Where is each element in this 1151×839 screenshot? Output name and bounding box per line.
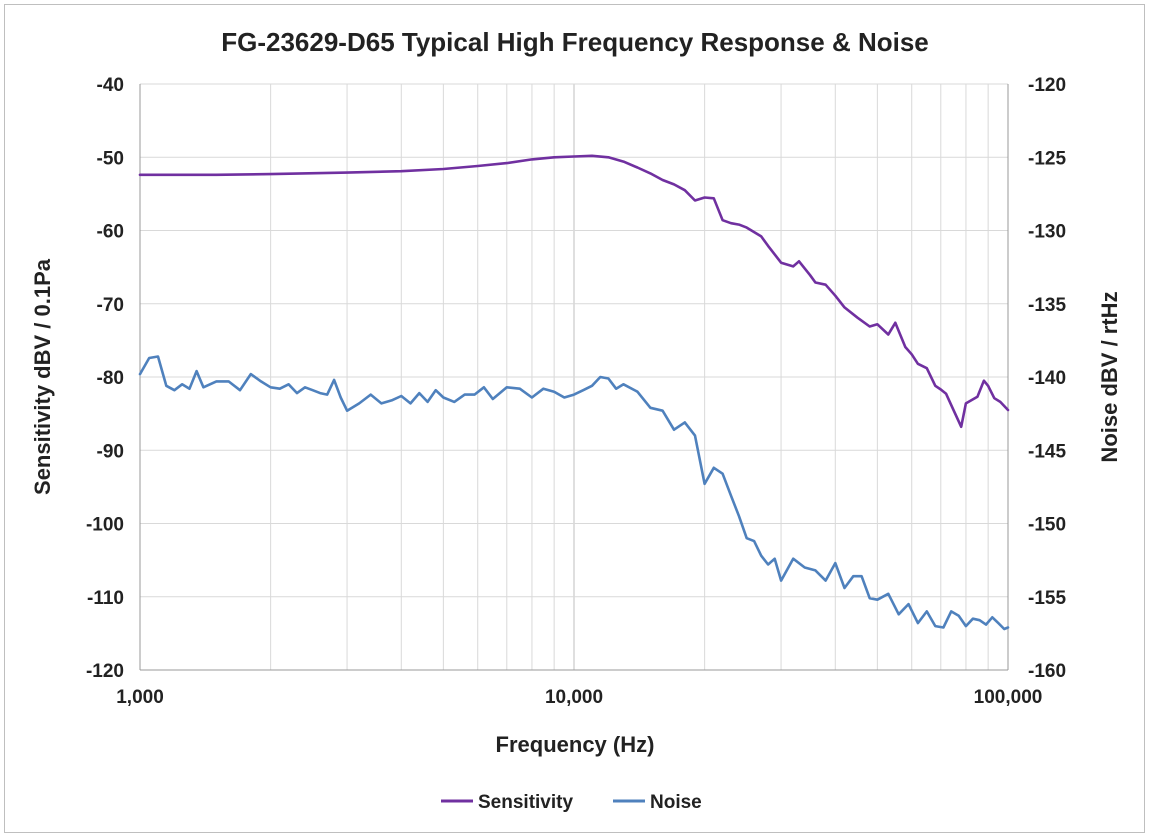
y-axis-label-right: Noise dBV / rtHz (1097, 291, 1122, 462)
x-axis-label: Frequency (Hz) (496, 732, 655, 757)
y-left-tick-label: -50 (97, 148, 124, 169)
y-left-tick-label: -120 (86, 661, 124, 682)
legend-label-noise: Noise (650, 792, 702, 813)
chart-title: FG-23629-D65 Typical High Frequency Resp… (221, 27, 929, 57)
y-right-tick-label: -150 (1028, 515, 1066, 536)
y-right-tick-label: -155 (1028, 588, 1066, 609)
legend: Sensitivity Noise (441, 792, 702, 813)
y-left-tick-label: -40 (97, 75, 124, 96)
legend-label-sensitivity: Sensitivity (478, 792, 573, 813)
y-right-tick-label: -140 (1028, 368, 1066, 389)
y-left-tick-label: -80 (97, 368, 124, 389)
y-left-tick-label: -90 (97, 441, 124, 462)
y-right-tick-label: -125 (1028, 148, 1066, 169)
x-tick-label: 1,000 (116, 687, 164, 708)
y-right-tick-label: -130 (1028, 222, 1066, 243)
gridlines (139, 83, 1009, 671)
series-lines (138, 154, 1010, 631)
series-line-noise (138, 355, 1010, 631)
series-line-sensitivity (138, 154, 1010, 429)
y-axis-label-left: Sensitivity dBV / 0.1Pa (30, 258, 55, 495)
y-right-tick-label: -160 (1028, 661, 1066, 682)
y-left-tick-label: -60 (97, 222, 124, 243)
x-tick-label: 100,000 (974, 687, 1043, 708)
y-left-tick-label: -100 (86, 515, 124, 536)
y-right-tick-label: -145 (1028, 441, 1066, 462)
tick-labels: 1,000 10,000 100,000 -40 -50 -60 -70 -80 -90 -100… (86, 75, 1066, 708)
y-right-tick-label: -120 (1028, 75, 1066, 96)
y-right-tick-label: -135 (1028, 295, 1066, 316)
x-tick-label: 10,000 (545, 687, 603, 708)
y-left-tick-label: -70 (97, 295, 124, 316)
y-left-tick-label: -110 (87, 588, 124, 609)
